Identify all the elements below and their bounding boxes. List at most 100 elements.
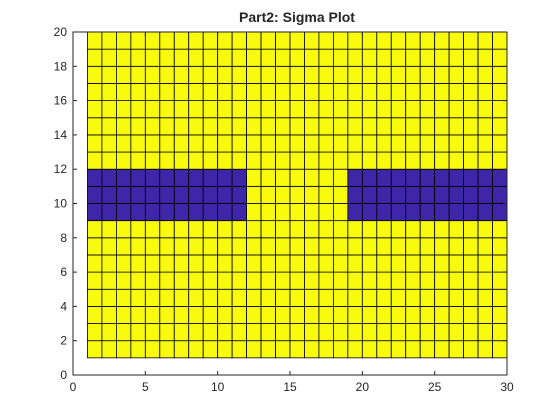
heatmap-cell-high: [463, 288, 479, 307]
heatmap-cell-high: [448, 83, 464, 101]
heatmap-cell-high: [202, 220, 219, 239]
heatmap-cell-high: [318, 65, 334, 84]
heatmap-cell-high: [202, 151, 219, 170]
heatmap-cell-high: [188, 340, 204, 359]
heatmap-cell-low: [231, 203, 247, 222]
heatmap-cell-high: [188, 83, 204, 101]
heatmap-cell-high: [275, 185, 291, 204]
heatmap-cell-high: [434, 340, 450, 359]
heatmap-cell-high: [289, 117, 305, 136]
heatmap-cell-high: [361, 151, 378, 170]
y-tick-label: 4: [60, 299, 67, 313]
heatmap-cell-high: [87, 323, 103, 342]
heatmap-cell-high: [376, 271, 392, 290]
heatmap-cell-high: [477, 31, 493, 50]
heatmap-cell-high: [434, 254, 450, 273]
heatmap-cell-high: [101, 151, 117, 170]
heatmap-cell-low: [405, 168, 421, 187]
heatmap-cell-high: [231, 117, 247, 136]
heatmap-cell-high: [390, 48, 407, 67]
heatmap-cell-high: [275, 117, 291, 136]
heatmap-cell-high: [231, 31, 247, 50]
heatmap-cell-high: [419, 323, 436, 342]
heatmap-cell-high: [289, 100, 305, 119]
heatmap-cell-high: [304, 288, 320, 307]
heatmap-cell-high: [361, 100, 378, 119]
heatmap-cell-high: [361, 271, 378, 290]
heatmap-cell-high: [202, 117, 219, 136]
heatmap-cell-high: [275, 288, 291, 307]
heatmap-cell-high: [275, 48, 291, 67]
heatmap-cell-high: [130, 117, 146, 136]
heatmap-cell-high: [101, 48, 117, 67]
heatmap-cell-high: [144, 117, 161, 136]
heatmap-cell-high: [405, 237, 421, 256]
heatmap-cell-high: [144, 100, 161, 119]
heatmap-cell-high: [332, 271, 349, 290]
heatmap-cell-high: [448, 220, 464, 239]
heatmap-cell-high: [419, 220, 436, 239]
heatmap-cell-high: [275, 340, 291, 359]
heatmap-cell-high: [304, 254, 320, 273]
heatmap-cell-high: [202, 83, 219, 101]
heatmap-cell-high: [231, 323, 247, 342]
heatmap-cell-high: [304, 134, 320, 153]
heatmap-cell-high: [448, 65, 464, 84]
heatmap-cell-high: [448, 340, 464, 359]
heatmap-cell-high: [101, 100, 117, 119]
heatmap-cell-high: [332, 168, 349, 187]
heatmap-cell-low: [231, 168, 247, 187]
heatmap-cell-high: [144, 254, 161, 273]
heatmap-cell-high: [304, 117, 320, 136]
heatmap-cell-high: [347, 340, 363, 359]
heatmap-cell-high: [173, 117, 190, 136]
heatmap-cell-high: [463, 323, 479, 342]
heatmap-cell-low: [419, 168, 436, 187]
heatmap-cell-low: [188, 203, 204, 222]
heatmap-cell-high: [405, 151, 421, 170]
heatmap-cell-high: [217, 323, 233, 342]
heatmap-cell-high: [275, 100, 291, 119]
heatmap-cell-high: [246, 237, 262, 256]
heatmap-cell-high: [130, 65, 146, 84]
heatmap-cell-high: [116, 340, 132, 359]
heatmap-cell-high: [116, 83, 132, 101]
heatmap-cell-high: [173, 83, 190, 101]
heatmap-cell-high: [463, 271, 479, 290]
heatmap-cell-high: [477, 48, 493, 67]
heatmap-cell-high: [361, 65, 378, 84]
heatmap-cell-high: [101, 271, 117, 290]
heatmap-cell-high: [361, 305, 378, 324]
heatmap-cell-high: [318, 203, 334, 222]
heatmap-cell-high: [87, 31, 103, 50]
heatmap-cell-high: [434, 134, 450, 153]
heatmap-cell-high: [419, 254, 436, 273]
heatmap-cell-high: [304, 305, 320, 324]
heatmap-cell-high: [116, 288, 132, 307]
heatmap-cell-low: [463, 168, 479, 187]
heatmap-cell-high: [332, 83, 349, 101]
heatmap-cell-high: [260, 31, 276, 50]
heatmap-cell-high: [130, 134, 146, 153]
heatmap-cell-high: [217, 271, 233, 290]
heatmap-cell-low: [492, 168, 508, 187]
heatmap-cell-high: [463, 117, 479, 136]
heatmap-cell-high: [246, 220, 262, 239]
heatmap-cell-high: [87, 151, 103, 170]
heatmap-cell-high: [434, 83, 450, 101]
x-tick-label: 0: [70, 380, 77, 394]
heatmap-cell-high: [130, 83, 146, 101]
heatmap-cell-high: [376, 134, 392, 153]
heatmap-cell-high: [116, 65, 132, 84]
y-tick-label: 16: [54, 94, 68, 108]
heatmap-cell-high: [477, 117, 493, 136]
heatmap-cell-high: [217, 220, 233, 239]
heatmap-cell-high: [173, 323, 190, 342]
heatmap-cell-high: [130, 237, 146, 256]
heatmap-cell-high: [390, 65, 407, 84]
heatmap-cell-low: [101, 185, 117, 204]
heatmap-cell-high: [231, 288, 247, 307]
heatmap-cell-high: [173, 340, 190, 359]
heatmap-cell-high: [260, 83, 276, 101]
